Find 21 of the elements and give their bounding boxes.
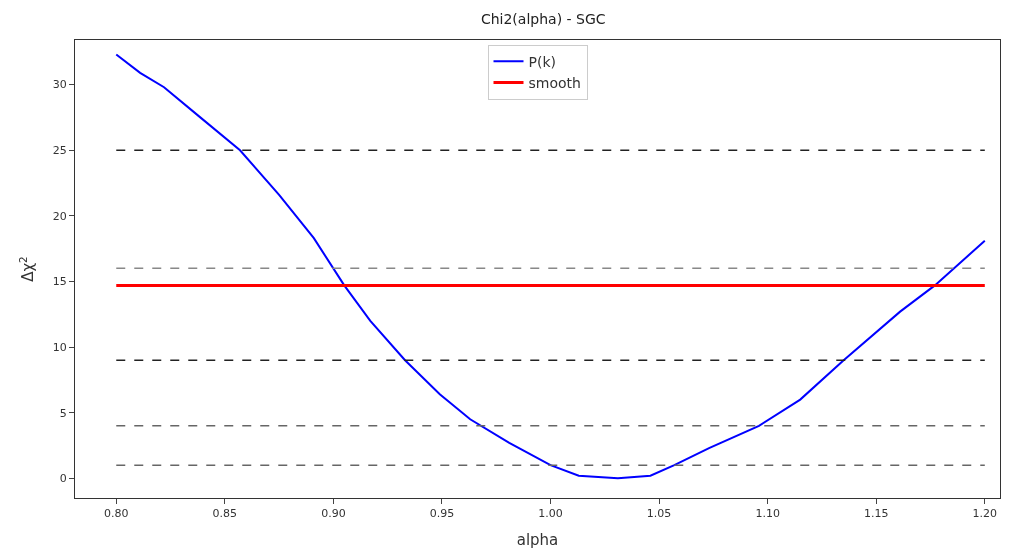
x-tick-label: 1.10: [755, 507, 780, 521]
legend-label: smooth: [528, 74, 581, 91]
y-tick-label: 10: [52, 340, 67, 354]
y-tick-label: 20: [52, 209, 67, 223]
x-tick-label: 0.95: [429, 507, 455, 521]
line-series: [115, 53, 986, 480]
x-tick-label: 1.00: [538, 507, 563, 521]
y-tick-label: 0: [59, 472, 67, 486]
y-tick-label: 30: [52, 78, 67, 92]
x-tick-label: 1.20: [972, 507, 998, 521]
y-tick-label: 5: [59, 406, 67, 420]
x-tick-label: 0.80: [104, 507, 129, 521]
legend-label: P(k): [528, 53, 556, 70]
chart-title: Chi2(alpha) - SGC: [480, 10, 606, 27]
x-tick-label: 1.15: [863, 507, 889, 521]
x-tick-label: 1.05: [646, 507, 672, 521]
x-axis-title: alpha: [516, 531, 559, 550]
y-tick-label: 15: [52, 275, 67, 289]
x-tick-label: 0.90: [321, 507, 346, 521]
x-tick-label: 0.85: [212, 507, 238, 521]
y-tick-label: 25: [52, 144, 67, 158]
